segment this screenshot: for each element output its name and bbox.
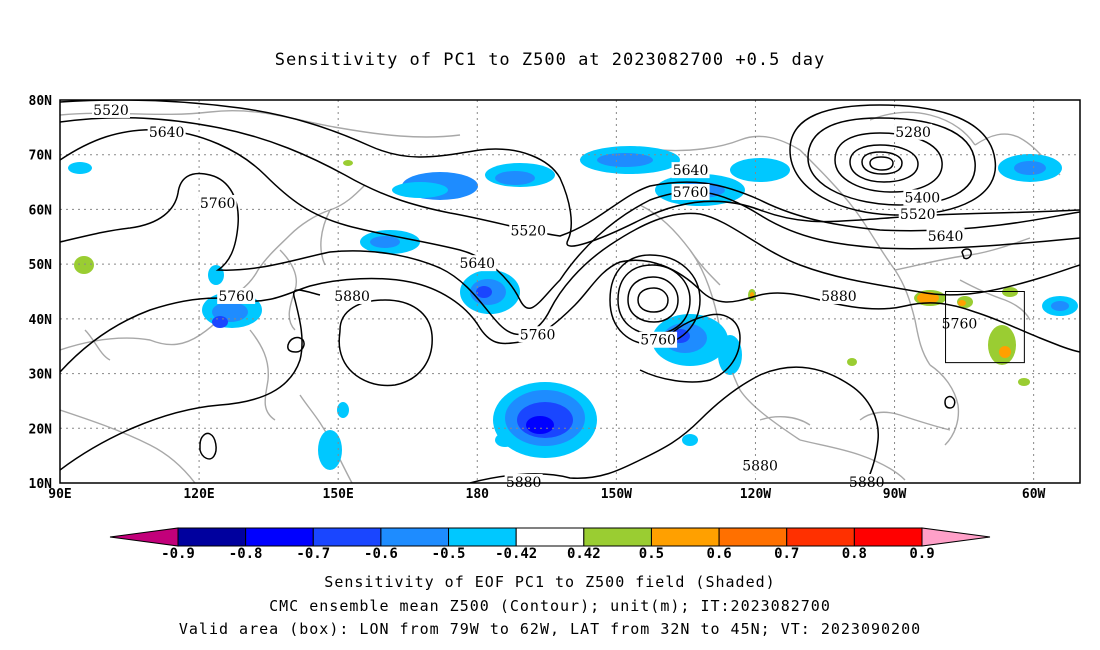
contour-label: 5640 xyxy=(147,123,186,141)
valid-area-box xyxy=(945,291,1025,364)
svg-text:5760: 5760 xyxy=(520,327,556,343)
lat-label: 70N xyxy=(29,149,53,164)
contour-label: 5760 xyxy=(198,194,237,212)
contour-label: 5520 xyxy=(898,205,937,223)
svg-text:5880: 5880 xyxy=(821,289,857,305)
colorbar-swatch xyxy=(312,527,382,547)
svg-text:5760: 5760 xyxy=(640,333,676,349)
contour-labels: 5520 5640 5760 5760 5880 5520 5640 5760 5640 5760… xyxy=(92,101,979,491)
lat-label: 50N xyxy=(29,258,53,273)
lon-label: 60W xyxy=(1022,487,1046,502)
caption-valid-area: Valid area (box): LON from 79W to 62W, L… xyxy=(178,620,922,638)
svg-text:5520: 5520 xyxy=(510,223,546,239)
contour-label: 5280 xyxy=(894,123,933,141)
colorbar-tick-label: 0.5 xyxy=(639,546,664,562)
colorbar-tick-label: 0.7 xyxy=(774,546,799,562)
svg-text:5520: 5520 xyxy=(93,103,129,119)
lon-label: 150E xyxy=(323,487,354,502)
svg-text:5280: 5280 xyxy=(895,125,931,141)
contour-label: 5760 xyxy=(671,184,710,201)
lon-label: 180 xyxy=(466,487,490,502)
svg-text:5520: 5520 xyxy=(900,207,936,223)
latitude-labels: 80N 70N 60N 50N 40N 30N 20N 10N xyxy=(29,94,53,492)
contour-label: 5640 xyxy=(458,255,497,272)
colorbar-tick-label: 0.9 xyxy=(909,546,934,562)
lon-label: 150W xyxy=(601,487,632,502)
colorbar: -0.9 -0.8 -0.7 -0.6 -0.5 -0.42 0.42 0.5 0.6 0.7 0.… xyxy=(109,527,991,562)
svg-text:5640: 5640 xyxy=(459,256,495,272)
lat-label: 60N xyxy=(29,203,53,218)
contour-label: 5640 xyxy=(671,162,710,179)
colorbar-tick-label: -0.42 xyxy=(495,546,537,562)
colorbar-swatch xyxy=(853,527,923,547)
contour-label: 5520 xyxy=(92,101,130,119)
longitude-labels: 90E 120E 150E 180 150W 120W 90W 60W xyxy=(48,487,1045,502)
colorbar-swatch xyxy=(718,527,788,547)
colorbar-tick-label: -0.9 xyxy=(161,546,195,562)
svg-text:5760: 5760 xyxy=(218,289,254,305)
colorbar-tick-label: -0.8 xyxy=(229,546,263,562)
svg-text:5760: 5760 xyxy=(942,316,978,332)
colorbar-swatch xyxy=(786,527,855,547)
colorbar-tick-label: -0.5 xyxy=(432,546,466,562)
svg-text:5400: 5400 xyxy=(905,190,941,206)
svg-text:5760: 5760 xyxy=(200,196,236,212)
svg-text:5640: 5640 xyxy=(149,125,185,141)
colorbar-tick-label: 0.42 xyxy=(567,546,601,562)
lat-label: 30N xyxy=(29,368,53,383)
lon-label: 120W xyxy=(740,487,771,502)
svg-text:5760: 5760 xyxy=(673,185,709,201)
contour-label: 5400 xyxy=(903,189,942,206)
colorbar-tick-label: -0.6 xyxy=(364,546,398,562)
lat-label: 10N xyxy=(29,477,53,492)
map-frame xyxy=(59,99,1081,484)
lon-label: 90W xyxy=(883,487,907,502)
lon-label: 90E xyxy=(48,487,71,502)
caption-contour: CMC ensemble mean Z500 (Contour); unit(m… xyxy=(269,597,831,615)
map-title: Sensitivity of PC1 to Z500 at 2023082700… xyxy=(274,50,826,70)
caption-shaded: Sensitivity of EOF PC1 to Z500 field (Sh… xyxy=(324,573,776,591)
svg-text:5640: 5640 xyxy=(673,163,709,179)
z500-contours xyxy=(60,100,1080,483)
contour-label: 5760 xyxy=(217,287,256,305)
svg-text:5880: 5880 xyxy=(742,459,778,475)
contour-label: 5520 xyxy=(509,222,548,239)
lat-label: 20N xyxy=(29,422,53,437)
colorbar-swatch xyxy=(650,527,720,547)
colorbar-tick-label: 0.6 xyxy=(706,546,731,562)
contour-label: 5760 xyxy=(940,315,979,332)
svg-text:5880: 5880 xyxy=(334,289,370,305)
colorbar-swatch xyxy=(583,527,652,547)
lon-label: 120E xyxy=(183,487,214,502)
colorbar-swatch xyxy=(448,527,517,547)
colorbar-min-arrow xyxy=(109,527,179,547)
contour-label: 5640 xyxy=(926,227,965,245)
svg-text:5640: 5640 xyxy=(928,229,964,245)
contour-label: 5880 xyxy=(819,287,858,305)
contour-label: 5760 xyxy=(639,331,678,349)
contour-label: 5760 xyxy=(518,326,557,343)
colorbar-tick-label: 0.8 xyxy=(842,546,867,562)
colorbar-swatch xyxy=(245,527,314,547)
colorbar-swatch xyxy=(380,527,450,547)
lat-label: 40N xyxy=(29,313,53,328)
lat-label: 80N xyxy=(29,94,53,109)
colorbar-tick-label: -0.7 xyxy=(296,546,330,562)
colorbar-max-arrow xyxy=(921,527,991,547)
colorbar-swatch xyxy=(177,527,247,547)
contour-label: 5880 xyxy=(333,287,372,305)
colorbar-swatch xyxy=(515,527,585,547)
contour-label: 5880 xyxy=(741,457,780,475)
